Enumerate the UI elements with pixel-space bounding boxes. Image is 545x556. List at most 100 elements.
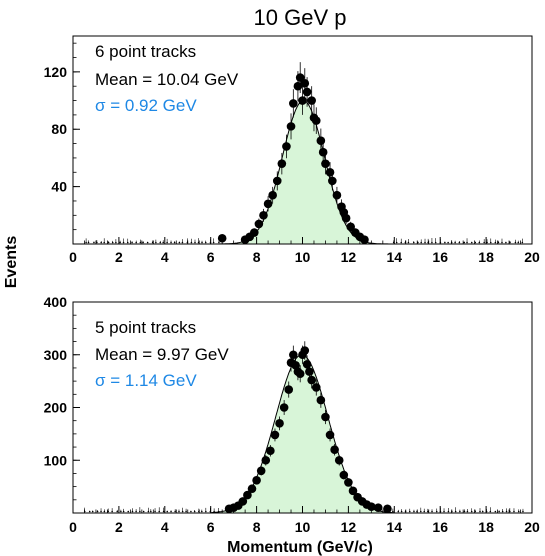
x-tick-label: 16 xyxy=(432,249,448,265)
background-point xyxy=(479,510,481,513)
background-point xyxy=(423,510,426,513)
background-point xyxy=(139,241,142,244)
y-tick-label: 300 xyxy=(44,347,68,363)
background-point xyxy=(509,241,511,244)
x-tick-label: 16 xyxy=(432,519,448,535)
background-point xyxy=(466,510,469,513)
data-point xyxy=(307,375,316,385)
background-point xyxy=(427,510,429,513)
background-point xyxy=(513,510,515,513)
background-point xyxy=(147,510,150,513)
background-point xyxy=(505,241,507,244)
fit-fill-top xyxy=(210,100,395,244)
x-tick-label: 18 xyxy=(478,249,494,265)
background-point xyxy=(111,510,113,513)
background-point xyxy=(408,510,411,513)
sigma-text-bottom: σ = 1.14 GeV xyxy=(95,371,197,390)
x-tick-label: 2 xyxy=(115,519,123,535)
data-point xyxy=(325,167,335,177)
background-point xyxy=(459,510,461,513)
background-point xyxy=(122,510,125,513)
background-points-bottom xyxy=(83,507,524,513)
data-point xyxy=(282,142,291,151)
data-point xyxy=(325,430,335,440)
background-point xyxy=(107,241,110,244)
background-point xyxy=(126,241,129,244)
sigma-text-top: σ = 0.92 GeV xyxy=(95,96,197,115)
panel-bottom: 0 2 4 6 8 10 12 14 16 18 20 100 200 300 400 5 point t… xyxy=(44,294,540,535)
background-point xyxy=(146,241,149,244)
background-point xyxy=(217,510,220,513)
background-point xyxy=(111,241,114,244)
mean-text-bottom: Mean = 9.97 GeV xyxy=(95,345,229,364)
background-point xyxy=(466,241,468,244)
background-point xyxy=(181,510,184,513)
background-point xyxy=(166,510,169,513)
background-point xyxy=(190,241,193,244)
data-point xyxy=(346,222,355,232)
data-point xyxy=(318,147,328,157)
x-tick-label: 8 xyxy=(253,519,261,535)
y-tick-label: 120 xyxy=(44,64,68,80)
background-point xyxy=(170,241,172,244)
background-point xyxy=(435,510,438,513)
data-point xyxy=(263,199,273,209)
x-tick-label: 0 xyxy=(69,519,77,535)
background-point xyxy=(127,510,130,513)
data-point xyxy=(268,190,277,200)
x-tick-label: 6 xyxy=(207,249,215,265)
background-point xyxy=(501,510,504,513)
background-point xyxy=(443,510,445,513)
background-point xyxy=(119,241,121,244)
background-point xyxy=(494,510,497,513)
background-point xyxy=(100,241,103,244)
background-point xyxy=(96,510,99,513)
y-ticks-top: 40 80 120 xyxy=(44,42,80,231)
background-points-top xyxy=(85,238,524,244)
x-ticks-top: 0 2 4 6 8 10 12 14 16 18 20 xyxy=(69,237,540,265)
background-point xyxy=(122,241,125,244)
background-point xyxy=(142,510,145,513)
background-point xyxy=(85,241,87,244)
background-point xyxy=(218,241,220,244)
background-point xyxy=(91,510,94,513)
data-point xyxy=(316,136,326,146)
data-point xyxy=(330,445,339,455)
background-point xyxy=(470,510,473,513)
background-point xyxy=(173,241,176,244)
data-point xyxy=(311,383,321,392)
data-point xyxy=(289,99,298,108)
background-point xyxy=(103,241,106,244)
background-point xyxy=(139,510,141,513)
data-point xyxy=(289,350,298,360)
x-tick-label: 10 xyxy=(295,519,311,535)
background-point xyxy=(205,510,207,513)
background-point xyxy=(88,510,91,513)
background-point xyxy=(135,241,138,244)
background-point xyxy=(400,510,403,513)
background-point xyxy=(103,510,106,513)
data-point xyxy=(367,502,376,511)
y-tick-label: 80 xyxy=(51,121,67,137)
background-point xyxy=(434,241,437,244)
background-point xyxy=(96,241,98,244)
background-point xyxy=(116,510,119,513)
background-point xyxy=(395,241,398,244)
data-point xyxy=(360,235,369,244)
background-point xyxy=(159,241,162,244)
background-point xyxy=(505,510,508,513)
data-point xyxy=(302,359,312,369)
background-point xyxy=(201,241,203,244)
data-point xyxy=(256,466,266,476)
data-point xyxy=(307,96,316,105)
background-point xyxy=(514,241,517,244)
background-point xyxy=(190,510,192,513)
x-tick-label: 6 xyxy=(207,519,215,535)
background-point xyxy=(483,241,485,244)
background-point xyxy=(170,510,172,513)
data-point xyxy=(305,367,314,376)
background-point xyxy=(193,510,196,513)
x-tick-label: 18 xyxy=(478,519,494,535)
background-point xyxy=(517,241,520,244)
